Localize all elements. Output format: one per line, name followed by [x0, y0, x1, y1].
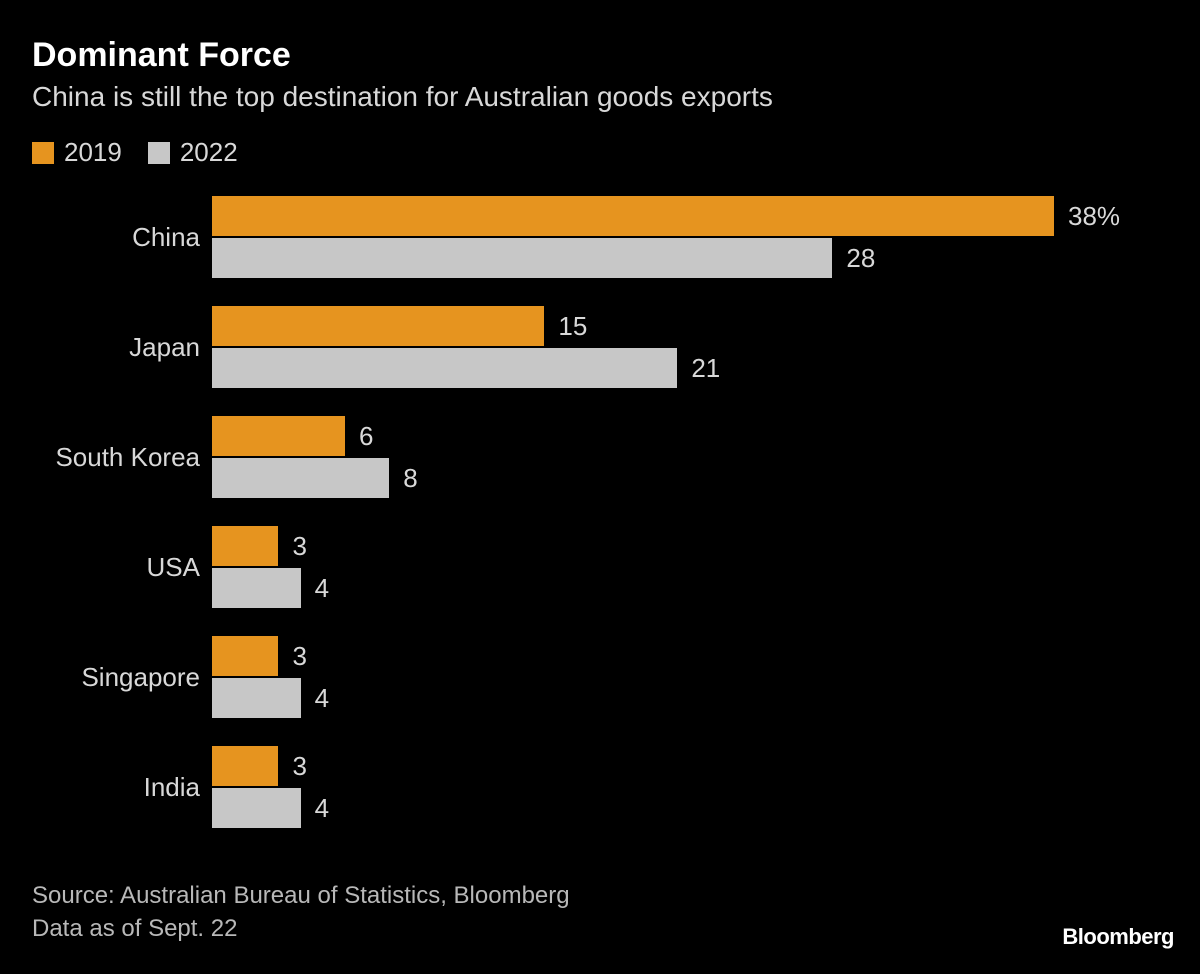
legend-label: 2022 — [180, 137, 238, 168]
bar-pair: 34 — [212, 526, 1168, 608]
bar-value-label: 6 — [359, 421, 373, 452]
bar-pair: 34 — [212, 636, 1168, 718]
category-group: China 38% 28 — [32, 196, 1168, 278]
bar-row: 3 — [212, 746, 1168, 786]
bar-value-label: 3 — [292, 531, 306, 562]
bar-pair: 34 — [212, 746, 1168, 828]
bar-value-label: 4 — [315, 683, 329, 714]
bar — [212, 306, 544, 346]
legend-item: 2022 — [148, 137, 238, 168]
bar-pair: 68 — [212, 416, 1168, 498]
category-label: India — [32, 772, 212, 803]
category-group: India34 — [32, 746, 1168, 828]
category-label: South Korea — [32, 442, 212, 473]
bar-row: 28 — [212, 238, 1168, 278]
legend-label: 2019 — [64, 137, 122, 168]
bar-row: 38% — [212, 196, 1168, 236]
bar — [212, 238, 832, 278]
bar-row: 15 — [212, 306, 1168, 346]
bar-pair: 38% 28 — [212, 196, 1168, 278]
bar-value-label: 3 — [292, 751, 306, 782]
bar-chart: China38%28Japan1521South Korea68USA34Sin… — [32, 196, 1168, 828]
category-group: Singapore34 — [32, 636, 1168, 718]
bar-value-label: 38% — [1068, 201, 1120, 232]
bar-value-label: 28 — [846, 243, 875, 274]
bar-row: 4 — [212, 568, 1168, 608]
bar-value-label: 4 — [315, 573, 329, 604]
bar-row: 8 — [212, 458, 1168, 498]
bar-value-label: 4 — [315, 793, 329, 824]
bar — [212, 636, 278, 676]
category-label: China — [32, 222, 212, 253]
category-group: USA34 — [32, 526, 1168, 608]
bar — [212, 348, 677, 388]
bar — [212, 526, 278, 566]
bar — [212, 746, 278, 786]
bar-pair: 1521 — [212, 306, 1168, 388]
bar-value-label: 15 — [558, 311, 587, 342]
category-group: South Korea68 — [32, 416, 1168, 498]
bar — [212, 196, 1054, 236]
brand-logo: Bloomberg — [1062, 924, 1174, 950]
category-label: USA — [32, 552, 212, 583]
data-note: Data as of Sept. 22 — [32, 912, 570, 946]
chart-title: Dominant Force — [32, 36, 1168, 75]
bar — [212, 458, 389, 498]
bar-row: 3 — [212, 526, 1168, 566]
legend-item: 2019 — [32, 137, 122, 168]
bar-row: 4 — [212, 788, 1168, 828]
legend-swatch — [32, 142, 54, 164]
category-label: Japan — [32, 332, 212, 363]
bar-value-label: 8 — [403, 463, 417, 494]
bar-row: 3 — [212, 636, 1168, 676]
bar — [212, 568, 301, 608]
footer: Source: Australian Bureau of Statistics,… — [32, 879, 570, 946]
category-label: Singapore — [32, 662, 212, 693]
bar-row: 21 — [212, 348, 1168, 388]
bar — [212, 788, 301, 828]
bar-value-label: 3 — [292, 641, 306, 672]
bar — [212, 416, 345, 456]
bar-value-label: 21 — [691, 353, 720, 384]
chart-subtitle: China is still the top destination for A… — [32, 81, 1168, 113]
bar-row: 6 — [212, 416, 1168, 456]
legend: 2019 2022 — [32, 137, 1168, 168]
bar-row: 4 — [212, 678, 1168, 718]
source-text: Source: Australian Bureau of Statistics,… — [32, 879, 570, 913]
bar — [212, 678, 301, 718]
category-group: Japan1521 — [32, 306, 1168, 388]
legend-swatch — [148, 142, 170, 164]
